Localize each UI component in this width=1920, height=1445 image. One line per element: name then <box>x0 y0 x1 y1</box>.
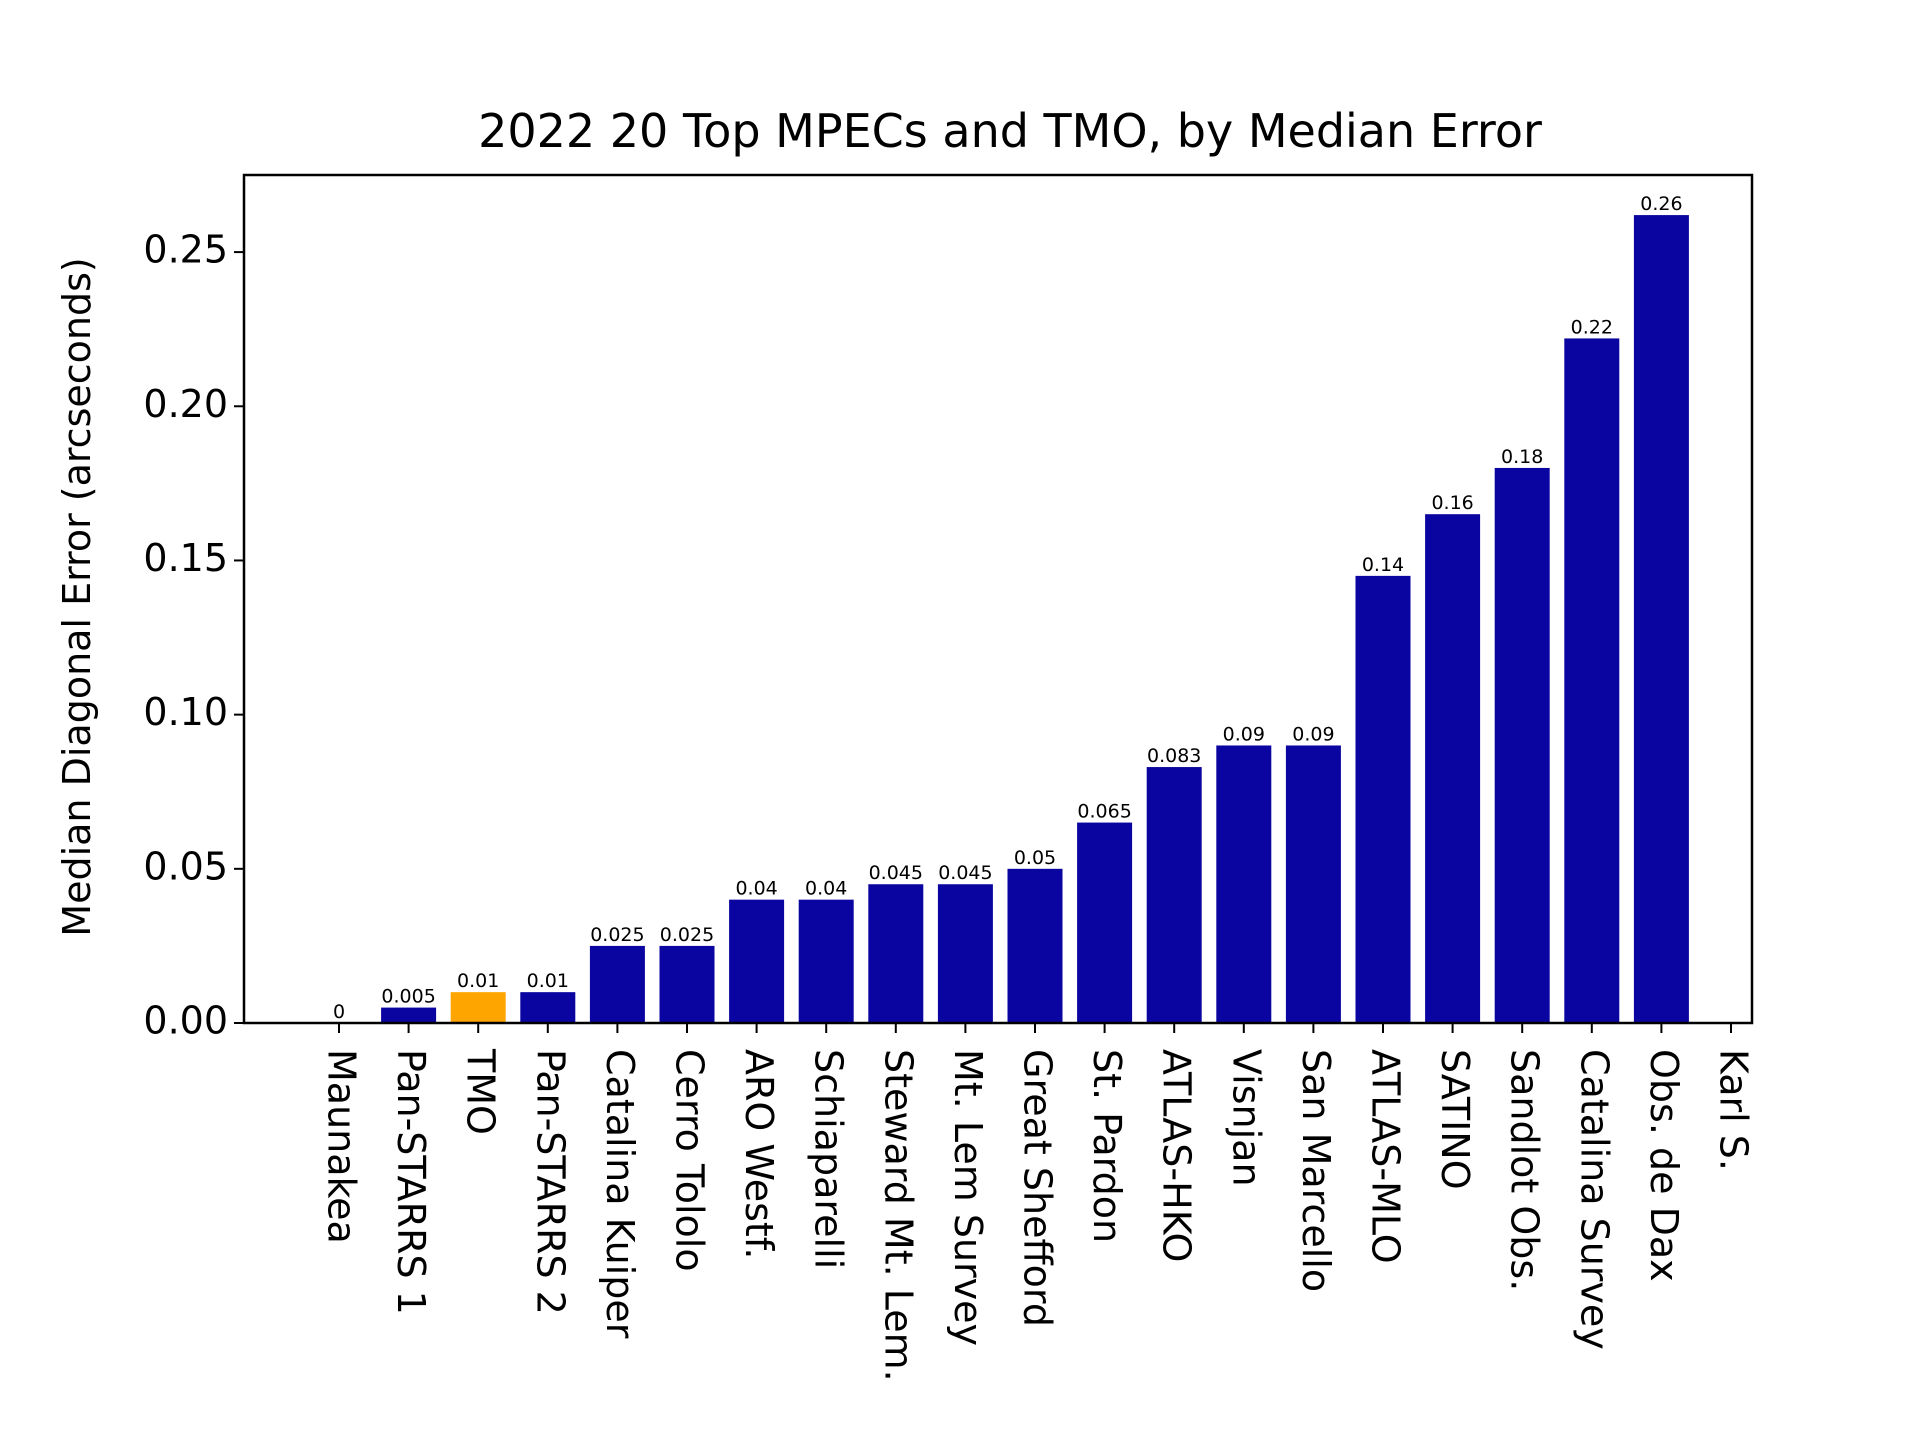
value-label-3: 0.01 <box>527 970 569 992</box>
x-tick-label-7: Schiaparelli <box>807 1049 851 1269</box>
x-tick-label-17: Sandlot Obs. <box>1503 1049 1547 1291</box>
value-label-9: 0.045 <box>938 862 992 884</box>
value-labels-layer: 0 0.005 0.01 0.01 0.025 0.025 0.04 0.04 0.045 0.0… <box>333 193 1683 1023</box>
bar-17 <box>1494 467 1550 1024</box>
bar-14 <box>1285 745 1341 1023</box>
y-tick-label-1: 0.05 <box>143 844 228 888</box>
bars-layer <box>381 215 1689 1024</box>
y-tick-label-4: 0.20 <box>143 382 228 426</box>
value-label-12: 0.083 <box>1147 745 1201 767</box>
x-tick-label-1: Pan-STARRS 1 <box>389 1049 433 1315</box>
value-label-16: 0.16 <box>1431 492 1473 514</box>
value-label-13: 0.09 <box>1223 723 1265 745</box>
value-label-8: 0.045 <box>869 862 923 884</box>
x-tick-label-2: TMO <box>459 1048 503 1135</box>
y-tick-label-0: 0.00 <box>143 999 228 1043</box>
bar-9 <box>937 884 993 1023</box>
bar-13 <box>1216 745 1272 1023</box>
bar-7 <box>798 899 854 1023</box>
bar-16 <box>1425 514 1481 1023</box>
x-tick-label-6: ARO Westf. <box>737 1049 781 1260</box>
x-tick-label-10: Great Shefford <box>1016 1049 1060 1327</box>
value-label-15: 0.14 <box>1362 554 1404 576</box>
value-label-7: 0.04 <box>805 878 847 900</box>
bar-11 <box>1077 822 1133 1023</box>
y-axis: 0.00 0.05 0.10 0.15 0.20 0.25 <box>143 228 244 1043</box>
bar-8 <box>868 884 924 1023</box>
x-tick-label-4: Catalina Kuiper <box>598 1049 642 1339</box>
x-tick-label-19: Obs. de Dax <box>1642 1049 1686 1282</box>
x-tick-label-13: Visnjan <box>1224 1049 1268 1187</box>
x-tick-label-3: Pan-STARRS 2 <box>528 1049 572 1315</box>
y-tick-label-5: 0.25 <box>143 228 228 272</box>
value-label-1: 0.005 <box>381 986 435 1008</box>
x-tick-label-15: ATLAS-MLO <box>1364 1049 1408 1264</box>
x-tick-label-9: Mt. Lem Survey <box>946 1049 990 1346</box>
bar-19 <box>1633 215 1689 1023</box>
plot-frame <box>242 173 1754 1025</box>
y-tick-label-2: 0.10 <box>143 690 228 734</box>
bar-5 <box>659 945 715 1023</box>
bar-6 <box>729 899 785 1023</box>
x-tick-label-5: Cerro Tololo <box>668 1049 712 1272</box>
x-axis: Maunakea Pan-STARRS 1 TMO Pan-STARRS 2 Catal… <box>320 1023 1756 1382</box>
chart-title: 2022 20 Top MPECs and TMO, by Median Err… <box>478 104 1542 158</box>
x-tick-label-16: SATINO <box>1433 1049 1477 1190</box>
bar-3 <box>520 992 576 1023</box>
value-label-10: 0.05 <box>1014 847 1056 869</box>
bar-4 <box>589 945 645 1023</box>
value-label-11: 0.065 <box>1077 801 1131 823</box>
value-label-19: 0.26 <box>1640 193 1682 215</box>
bar-15 <box>1355 575 1411 1023</box>
bar-10 <box>1007 868 1063 1023</box>
bar-1 <box>381 1007 437 1023</box>
value-label-2: 0.01 <box>457 970 499 992</box>
value-label-14: 0.09 <box>1292 723 1334 745</box>
value-label-5: 0.025 <box>660 924 714 946</box>
y-tick-label-3: 0.15 <box>143 536 228 580</box>
bar-18 <box>1564 338 1620 1023</box>
x-tick-label-14: San Marcello <box>1294 1049 1338 1292</box>
x-tick-label-18: Catalina Survey <box>1572 1049 1616 1350</box>
bar-2 <box>450 992 506 1023</box>
value-label-4: 0.025 <box>590 924 644 946</box>
x-tick-label-12: ATLAS-HKO <box>1155 1049 1199 1262</box>
value-label-18: 0.22 <box>1571 316 1613 338</box>
x-tick-label-11: St. Pardon <box>1085 1049 1129 1243</box>
x-tick-label-0: Maunakea <box>320 1049 364 1244</box>
y-axis-label: Median Diagonal Error (arcseconds) <box>55 257 99 936</box>
value-label-0: 0 <box>333 1001 345 1023</box>
bar-12 <box>1146 767 1202 1023</box>
x-tick-label-8: Steward Mt. Lem. <box>876 1049 920 1382</box>
x-tick-label-20: Karl S. <box>1712 1049 1756 1171</box>
value-label-6: 0.04 <box>735 878 777 900</box>
value-label-17: 0.18 <box>1501 446 1543 468</box>
